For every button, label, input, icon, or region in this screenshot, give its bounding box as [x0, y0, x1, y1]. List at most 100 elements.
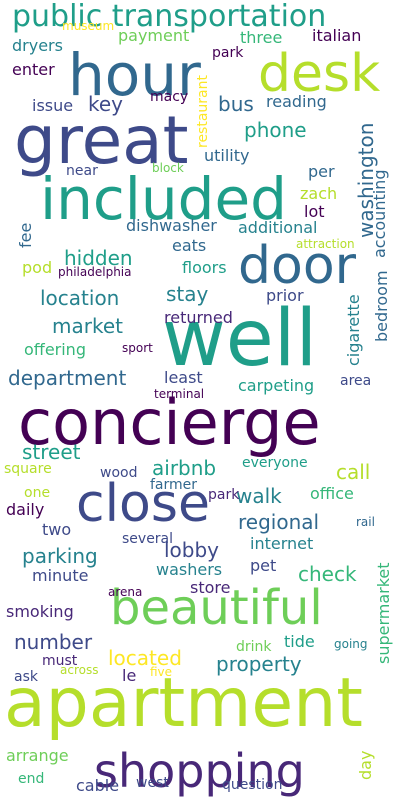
word-call: call — [336, 460, 371, 484]
word-floors: floors — [182, 258, 227, 277]
word-utility: utility — [204, 146, 250, 165]
word-bedroom: bedroom — [372, 270, 391, 342]
word-museum: museum — [62, 19, 115, 33]
word-day: day — [356, 750, 375, 780]
word-check: check — [298, 562, 357, 586]
word-enter: enter — [12, 60, 55, 79]
word-must: must — [42, 653, 78, 669]
word-bus: bus — [218, 92, 254, 116]
word-regional: regional — [238, 510, 320, 534]
word-minute: minute — [32, 566, 89, 585]
word-two: two — [42, 520, 72, 539]
word-issue: issue — [32, 96, 74, 115]
word-lot: lot — [304, 202, 325, 221]
word-parking: parking — [22, 544, 98, 568]
word-shopping: shopping — [94, 744, 305, 798]
word-reading: reading — [266, 92, 327, 111]
word-fee: fee — [16, 222, 35, 248]
word-number: number — [14, 630, 93, 654]
word-store: store — [190, 578, 231, 597]
word-door: door — [238, 236, 357, 296]
word-rail: rail — [356, 515, 375, 529]
word-desk: desk — [258, 44, 381, 104]
word-across: across — [60, 663, 99, 677]
word-department: department — [8, 366, 127, 390]
word-west: west — [136, 775, 169, 791]
word-close: close — [76, 474, 210, 534]
word-dryers: dryers — [12, 36, 63, 55]
word-key: key — [88, 92, 124, 116]
word-office: office — [310, 484, 354, 503]
word-le: le — [122, 666, 137, 685]
word-question: question — [222, 777, 283, 793]
word-walk: walk — [236, 484, 282, 508]
word-well: well — [162, 294, 318, 384]
word-cigarette: cigarette — [344, 294, 363, 366]
word-location: location — [40, 286, 120, 310]
word-phone: phone — [244, 118, 307, 142]
word-zach: zach — [300, 184, 338, 203]
word-everyone: everyone — [242, 455, 308, 471]
word-park: park — [212, 45, 244, 61]
word-italian: italian — [312, 26, 362, 45]
word-included: included — [40, 165, 287, 233]
word-beautiful: beautiful — [110, 580, 323, 636]
word-restaurant: restaurant — [195, 75, 211, 148]
word-going: going — [334, 637, 368, 651]
word-drink: drink — [236, 639, 272, 655]
word-supermarket: supermarket — [374, 562, 393, 664]
word-one: one — [24, 485, 51, 501]
word-street: street — [22, 440, 81, 464]
word-accounting: accounting — [370, 169, 389, 258]
word-square: square — [4, 461, 52, 477]
word-market: market — [52, 314, 123, 338]
word-public-transportation: public transportation — [12, 0, 327, 34]
word-internet: internet — [250, 534, 314, 553]
word-concierge: concierge — [18, 386, 321, 459]
word-per: per — [308, 162, 335, 181]
word-wood: wood — [100, 465, 138, 481]
word-prior: prior — [266, 286, 304, 305]
word-near: near — [66, 163, 98, 179]
word-area: area — [340, 373, 372, 389]
word-airbnb: airbnb — [152, 456, 217, 480]
word-terminal: terminal — [154, 387, 205, 401]
word-smoking: smoking — [6, 602, 74, 621]
word-arena: arena — [108, 585, 143, 599]
word-eats: eats — [172, 236, 207, 255]
word-offering: offering — [24, 340, 86, 359]
word-cable: cable — [76, 776, 120, 795]
word-daily: daily — [6, 500, 45, 519]
word-pet: pet — [250, 556, 277, 575]
word-end: end — [18, 771, 45, 787]
word-arrange: arrange — [6, 746, 69, 765]
word-returned: returned — [164, 308, 233, 327]
word-ask: ask — [14, 669, 38, 685]
word-pod: pod — [22, 258, 53, 277]
word-lobby: lobby — [164, 538, 220, 562]
word-philadelphia: philadelphia — [58, 265, 132, 279]
word-park: park — [208, 487, 240, 503]
word-macy: macy — [150, 89, 189, 105]
word-dishwasher: dishwasher — [126, 216, 217, 235]
word-farmer: farmer — [150, 477, 198, 493]
word-located: located — [108, 646, 182, 670]
word-hour: hour — [68, 41, 201, 109]
word-attraction: attraction — [296, 237, 355, 251]
word-payment: payment — [118, 26, 190, 45]
word-property: property — [216, 652, 302, 676]
word-tide: tide — [284, 632, 315, 651]
word-additional: additional — [238, 218, 318, 237]
word-several: several — [122, 531, 174, 547]
word-three: three — [240, 28, 283, 47]
word-apartment: apartment — [4, 664, 363, 743]
word-stay: stay — [166, 282, 209, 306]
word-carpeting: carpeting — [238, 376, 315, 395]
word-hidden: hidden — [64, 246, 133, 270]
word-block: block — [152, 161, 184, 175]
word-great: great — [14, 102, 189, 179]
word-least: least — [164, 368, 203, 387]
word-five: five — [150, 665, 173, 679]
word-sport: sport — [122, 341, 153, 355]
